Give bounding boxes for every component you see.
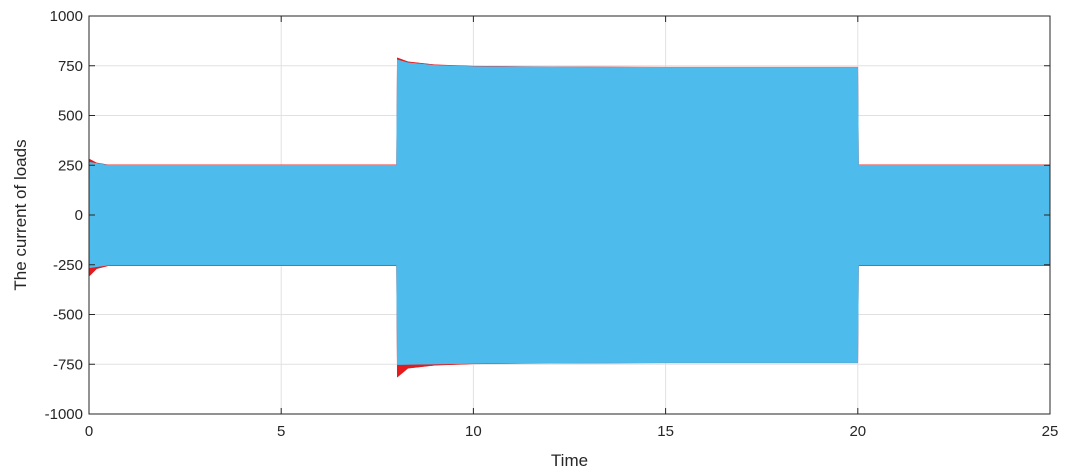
y-axis-label: The current of loads <box>11 139 30 290</box>
y-tick-label: -250 <box>53 257 83 274</box>
x-tick-label: 15 <box>657 423 674 440</box>
series-layer <box>88 57 1051 378</box>
x-tick-label: 25 <box>1042 423 1059 440</box>
x-tick-label: 0 <box>85 423 93 440</box>
y-tick-label: 250 <box>58 157 83 174</box>
tick-marks <box>88 15 1051 415</box>
series-2-envelope <box>88 59 1051 365</box>
y-tick-label: -500 <box>53 307 83 324</box>
x-tick-label: 20 <box>849 423 866 440</box>
y-tick-labels: -1000 -750 -500 -250 0 250 500 750 1000 <box>45 8 83 423</box>
y-tick-label: -750 <box>53 356 83 373</box>
x-tick-labels: 0 5 10 15 20 25 <box>85 423 1059 440</box>
y-tick-label: 0 <box>75 207 83 224</box>
y-tick-label: -1000 <box>45 406 83 423</box>
y-tick-label: 500 <box>58 108 83 125</box>
x-axis-label: Time <box>551 451 588 470</box>
x-tick-label: 5 <box>277 423 285 440</box>
y-tick-label: 750 <box>58 58 83 75</box>
x-tick-label: 10 <box>465 423 482 440</box>
y-tick-label: 1000 <box>50 8 83 25</box>
